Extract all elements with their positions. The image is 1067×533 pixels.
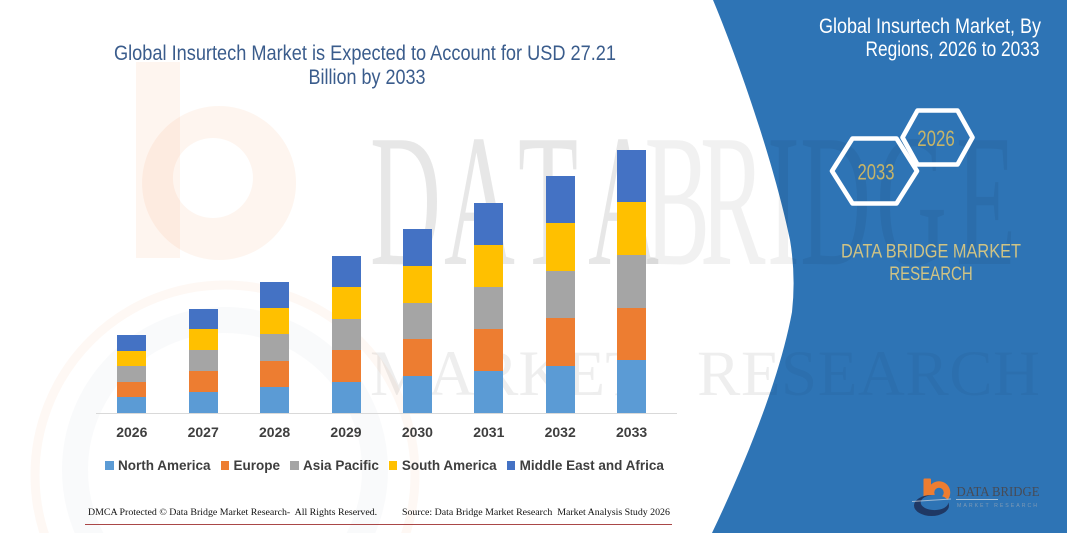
svg-text:Regions, 2026 to 2033: Regions, 2026 to 2033 [866,38,1040,61]
svg-text:RESEARCH: RESEARCH [889,264,973,285]
svg-text:2026: 2026 [917,126,955,151]
svg-text:MARKET RESEARCH: MARKET RESEARCH [957,503,1039,509]
svg-text:DATA BRIDGE MARKET: DATA BRIDGE MARKET [841,242,1021,263]
svg-text:Global Insurtech Market, By: Global Insurtech Market, By [819,15,1041,38]
svg-text:DATA BRIDGE: DATA BRIDGE [957,484,1040,499]
svg-text:Billion by 2033: Billion by 2033 [309,65,426,89]
svg-text:Global Insurtech Market is Exp: Global Insurtech Market is Expected to A… [114,41,616,65]
svg-text:2033: 2033 [858,159,895,184]
